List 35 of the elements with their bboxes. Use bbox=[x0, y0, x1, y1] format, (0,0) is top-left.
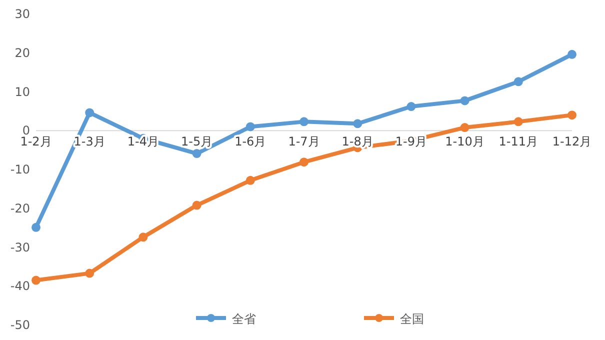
point bbox=[85, 108, 94, 118]
x-tick-label: 1-5月 bbox=[180, 134, 213, 149]
point bbox=[300, 117, 308, 126]
y-tick-label: -20 bbox=[10, 201, 30, 216]
y-tick-label: 10 bbox=[14, 84, 30, 99]
point bbox=[406, 102, 416, 112]
x-tick-label: 1-12月 bbox=[552, 134, 592, 149]
y-tick-label: -30 bbox=[10, 240, 30, 254]
y-tick-label: -40 bbox=[10, 279, 30, 294]
point bbox=[85, 268, 94, 278]
point bbox=[460, 123, 470, 132]
point bbox=[138, 232, 148, 242]
point bbox=[568, 50, 576, 59]
point bbox=[568, 110, 576, 120]
point bbox=[460, 96, 470, 106]
x-tick-label: 1-7月 bbox=[288, 134, 320, 149]
point bbox=[300, 158, 308, 167]
point bbox=[514, 117, 523, 126]
legend-label: 全国 bbox=[400, 312, 424, 326]
x-tick-label: 1-6月 bbox=[234, 134, 266, 149]
point bbox=[32, 222, 40, 232]
legend-label: 全省 bbox=[232, 312, 256, 326]
point bbox=[32, 276, 40, 285]
point bbox=[246, 176, 255, 185]
point bbox=[192, 200, 202, 210]
point bbox=[353, 119, 362, 128]
y-tick-label: 30 bbox=[14, 7, 30, 21]
y-tick-label: -50 bbox=[10, 318, 30, 332]
point bbox=[514, 77, 523, 86]
x-tick-label: 1-10月 bbox=[445, 134, 484, 149]
x-tick-label: 1-11月 bbox=[498, 134, 538, 149]
point bbox=[246, 122, 255, 132]
point bbox=[192, 149, 202, 158]
y-tick-label: -10 bbox=[10, 162, 30, 176]
y-tick-label: 20 bbox=[14, 46, 30, 60]
